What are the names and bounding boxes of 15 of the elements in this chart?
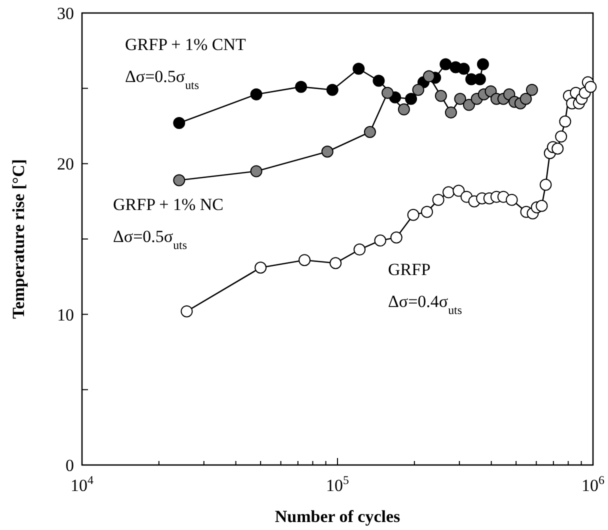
y-tick-label: 10 xyxy=(57,305,74,324)
y-tick-label: 0 xyxy=(66,456,74,475)
series-label: GRFP + 1% NC xyxy=(113,195,224,214)
text: GRFP + 1% CNT xyxy=(125,35,247,54)
x-tick-label: 10$^{6}$ xyxy=(582,473,605,495)
annotation: Δσ=0.5σ$_{uts}$ xyxy=(113,227,188,252)
y-tick-label: 30 xyxy=(57,4,74,23)
series-label: GRFP xyxy=(388,260,431,279)
x-axis-title: Number of cycles xyxy=(274,507,401,526)
y-tick-label: 20 xyxy=(57,154,74,174)
annotation: Δσ=0.5σ$_{uts}$ xyxy=(125,67,200,92)
y-axis-title: Temperature rise [°C] xyxy=(9,159,28,319)
x-tick-label: 10$^{5}$ xyxy=(326,473,350,495)
x-tick-label: 10$^{4}$ xyxy=(70,473,94,495)
annotation: Δσ=0.4σ$_{uts}$ xyxy=(388,292,462,317)
